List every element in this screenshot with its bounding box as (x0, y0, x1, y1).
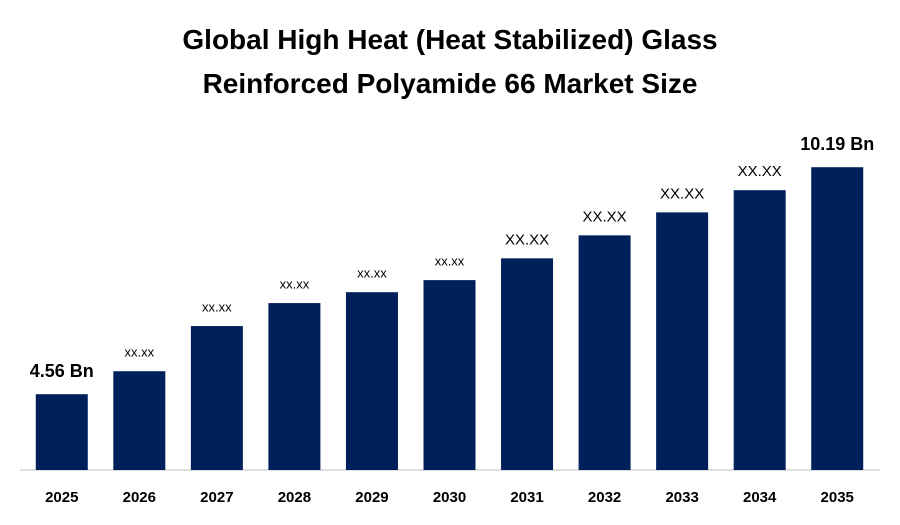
x-tick-label: 2028 (278, 489, 311, 506)
x-tick-label: 2029 (355, 489, 388, 506)
bar (811, 167, 864, 470)
bar (578, 235, 631, 470)
value-label: 10.19 Bn (800, 134, 874, 154)
chart-title: Global High Heat (Heat Stabilized) Glass… (182, 24, 718, 99)
x-tick-label: 2035 (821, 489, 854, 506)
bar (423, 280, 476, 470)
value-label: xx.xx (280, 277, 310, 292)
value-label: XX.XX (660, 185, 704, 202)
value-label: 4.56 Bn (30, 361, 94, 381)
bar (190, 326, 243, 470)
x-tick-label: 2034 (743, 489, 777, 506)
x-tick-label: 2027 (200, 489, 233, 506)
x-tick-label: 2025 (45, 489, 78, 506)
value-label: XX.XX (505, 231, 549, 248)
bar (656, 212, 709, 470)
value-label: XX.XX (582, 208, 626, 225)
bar (733, 190, 786, 470)
value-label: XX.XX (738, 163, 782, 180)
bar (268, 303, 321, 470)
bar (113, 371, 166, 470)
x-tick-label: 2030 (433, 489, 466, 506)
bar (35, 394, 88, 470)
bar (501, 258, 554, 470)
value-label: xx.xx (357, 266, 387, 281)
x-tick-label: 2032 (588, 489, 621, 506)
bar (345, 292, 398, 470)
x-tick-label: 2031 (510, 489, 543, 506)
x-tick-label: 2033 (665, 489, 698, 506)
value-label: xx.xx (435, 254, 465, 269)
value-label: xx.xx (202, 300, 232, 315)
value-label: xx.xx (125, 345, 155, 360)
x-tick-label: 2026 (123, 489, 156, 506)
